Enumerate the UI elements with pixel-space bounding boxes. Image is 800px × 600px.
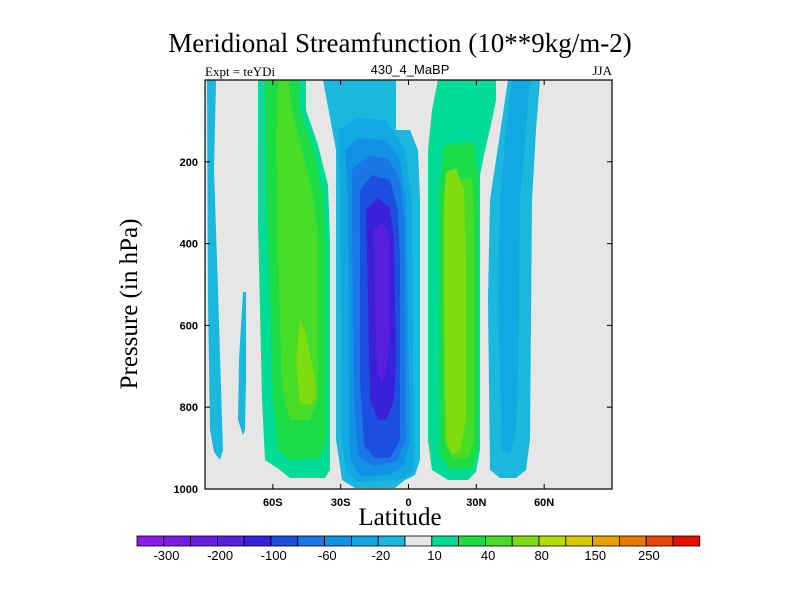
colorbar-box (672, 535, 701, 547)
colorbar-box (458, 535, 486, 547)
x-tick-label: 30N (466, 497, 486, 509)
x-tick-label: 30S (331, 497, 351, 509)
colorbar-label: 40 (481, 548, 495, 563)
colorbar-box (350, 535, 379, 547)
x-tick-label: 0 (405, 497, 411, 509)
season-label: JJA (592, 63, 612, 78)
colorbar-box (136, 535, 165, 547)
experiment-label: Expt = teYDi (205, 64, 276, 79)
contour-southern-ferrel-level-80 (296, 320, 316, 405)
y-tick-label: 800 (180, 402, 198, 414)
contour-northern-hadley-level-80 (444, 168, 466, 455)
x-axis-label: Latitude (358, 504, 442, 531)
colorbar-box (270, 535, 299, 547)
contour-northern-ferrel-level-40 (498, 80, 530, 455)
colorbar-box (190, 535, 218, 547)
colorbar-box (619, 535, 647, 547)
colorbar-box (645, 535, 674, 547)
colorbar-label: -20 (371, 548, 390, 563)
contour-southern-ferrel-level-60 (276, 80, 318, 420)
colorbar-label: 10 (427, 548, 441, 563)
colorbar-label: 150 (584, 548, 606, 563)
contour-southern-polar-cell (207, 80, 223, 460)
colorbar-box (511, 535, 540, 547)
colorbar-label: 250 (638, 548, 660, 563)
colorbar-box (324, 535, 352, 547)
colorbar-box (377, 535, 406, 547)
contour-southern-polar-filament (238, 292, 246, 435)
y-tick-label: 400 (180, 239, 198, 251)
colorbar-box (565, 535, 593, 547)
colorbar-box (404, 535, 433, 547)
colorbar-label: -200 (207, 548, 233, 563)
colorbar: -300 -200 -100 -60 -20 10 40 80 150 250 (136, 535, 701, 563)
plot-area: 60S 30S 0 30N 60N 200 400 600 800 1000 (174, 79, 613, 509)
x-tick-label: 60N (534, 497, 554, 509)
colorbar-label: -60 (318, 548, 337, 563)
y-axis-label: Pressure (in hPa) (116, 218, 143, 390)
axis-ticks: 60S 30S 0 30N 60N 200 400 600 800 1000 (174, 80, 612, 509)
colorbar-box (243, 535, 272, 547)
y-tick-label: 200 (180, 157, 198, 169)
colorbar-box (163, 535, 192, 547)
period-label: 430_4_MaBP (370, 62, 450, 77)
y-tick-label: 1000 (174, 484, 198, 496)
x-tick-label: 60S (263, 497, 283, 509)
colorbar-box (431, 535, 459, 547)
colorbar-box (592, 535, 620, 547)
colorbar-label: 80 (534, 548, 548, 563)
colorbar-label: -300 (153, 548, 179, 563)
y-tick-label: 600 (180, 320, 198, 332)
colorbar-box (538, 535, 567, 547)
chart-title: Meridional Streamfunction (10**9kg/m-2) (168, 28, 632, 58)
contour-southern-hadley-level-200 (374, 222, 390, 385)
colorbar-box (484, 535, 513, 547)
colorbar-box (297, 535, 325, 547)
colorbar-box (216, 535, 245, 547)
colorbar-label: -100 (261, 548, 287, 563)
